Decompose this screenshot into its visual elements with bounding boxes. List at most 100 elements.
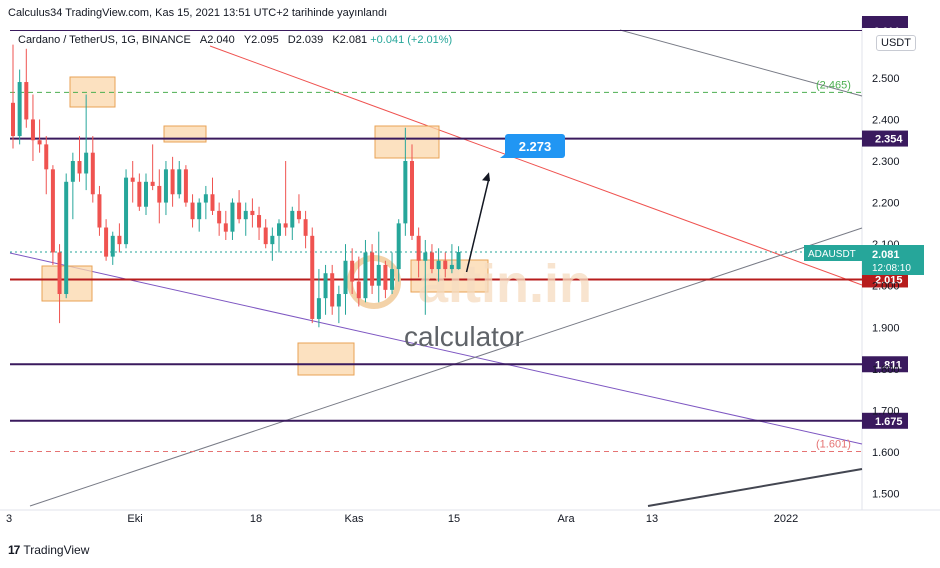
y-tick-label: 1.600 — [872, 447, 900, 459]
x-tick-label: Ara — [557, 513, 575, 525]
candle-body — [423, 252, 428, 261]
watermark-sub: calculator — [404, 321, 524, 352]
x-tick-label: Kas — [345, 513, 364, 525]
level-dashed-label: (2.465) — [816, 79, 851, 91]
candle-body — [243, 210, 248, 220]
candle-body — [449, 264, 454, 270]
level-tag — [862, 356, 908, 373]
candle-body — [456, 252, 461, 270]
legend-low: D2.039 — [287, 34, 324, 46]
price-axis: 2.5002.4002.3002.2002.1002.0001.9001.800… — [804, 73, 924, 501]
lower-channel-line — [647, 468, 863, 507]
candle-body — [310, 235, 315, 319]
candle-body — [70, 161, 75, 182]
candle-body — [137, 181, 142, 207]
level-tag — [862, 271, 908, 288]
candle-body — [203, 194, 208, 203]
candle-body — [429, 252, 434, 270]
candle-body — [277, 223, 281, 236]
x-tick-label: 2022 — [774, 513, 798, 525]
candle-body — [104, 227, 109, 257]
level-tag-label: 1.675 — [875, 416, 903, 428]
candle-body — [336, 294, 341, 307]
time-axis: 3 Eki 18 Kas 15 Ara 13 2022 — [6, 513, 798, 525]
currency-button[interactable]: USDT — [876, 35, 916, 51]
target-callout — [505, 134, 565, 158]
watermark: altin.in calculator — [347, 254, 592, 352]
candle-body — [124, 177, 129, 245]
candle-body — [64, 181, 69, 295]
y-tick-label: 2.000 — [872, 281, 900, 293]
candle-body — [190, 202, 195, 220]
candle-body — [57, 252, 62, 295]
level-dashed-label: (1.601) — [816, 439, 851, 451]
candle-body — [230, 202, 235, 232]
candle-body — [44, 144, 49, 170]
candle-body — [237, 202, 242, 220]
y-tick-label: 2.500 — [872, 73, 900, 85]
y-tick-label: 1.800 — [872, 364, 900, 376]
y-tick-label: 1.500 — [872, 489, 900, 501]
highlight-zone — [297, 342, 355, 376]
x-tick-label: 15 — [448, 513, 460, 525]
candle-body — [11, 102, 15, 137]
y-tick-label: 1.700 — [872, 405, 900, 417]
x-tick-label: 18 — [250, 513, 262, 525]
legend-close: K2.081 — [332, 34, 368, 46]
target-arrow-line — [465, 178, 490, 273]
candle-body — [316, 298, 321, 319]
target-arrow: 2.273 — [465, 134, 565, 273]
candle-body — [177, 169, 182, 195]
symbol-name[interactable]: Cardano / TetherUS, 1G, BINANCE — [18, 34, 191, 46]
symbol-price-tag — [804, 245, 862, 261]
candle-body — [170, 169, 175, 195]
legend-high: Y2.095 — [243, 34, 279, 46]
level-tag-label: 2.354 — [875, 134, 903, 146]
x-tick-label: Eki — [127, 513, 142, 525]
candle-body — [350, 260, 355, 282]
y-tick-label: 1.900 — [872, 322, 900, 334]
candle-body — [290, 210, 295, 228]
candle-body — [157, 185, 162, 203]
candle-body — [50, 169, 55, 253]
level-tag-label: 2.614 — [874, 26, 899, 37]
candle-body — [356, 281, 361, 299]
horizontal-levels: 2.354 2.015 1.811 1.675 (2.465) (1.601) 2.614 — [10, 16, 908, 453]
y-tick-label: 2.300 — [872, 156, 900, 168]
footer: 17 TradingView — [8, 543, 89, 557]
candle-body — [323, 273, 328, 299]
current-price-countdown: 12:08:10 — [872, 263, 911, 274]
symbol-legend: Cardano / TetherUS, 1G, BINANCE A2.040 Y… — [18, 34, 452, 46]
y-tick-label: 2.200 — [872, 198, 900, 210]
candle-body — [283, 223, 288, 228]
published-info: Calculus34 TradingView.com, Kas 15, 2021… — [8, 7, 388, 19]
resistance-trendline — [209, 45, 863, 286]
candle-body — [376, 264, 381, 286]
candle-body — [117, 235, 122, 245]
target-arrowhead-icon — [482, 172, 490, 182]
y-tick-label: 2.400 — [872, 114, 900, 126]
legend-change: +0.041 (+2.01%) — [370, 34, 453, 46]
symbol-price-tag-label: ADAUSDT — [808, 249, 856, 260]
x-tick-label: 3 — [6, 513, 12, 525]
candle-body — [24, 82, 29, 120]
candle-body — [144, 181, 148, 207]
candle-body — [410, 161, 414, 236]
level-tag-label: 1.811 — [875, 359, 902, 371]
upper-channel-line — [619, 29, 863, 97]
candle-body — [257, 215, 262, 228]
tradingview-logo-icon: 17 — [8, 543, 20, 557]
candle-body — [403, 161, 408, 224]
candle-body — [77, 161, 82, 174]
candle-body — [17, 82, 22, 137]
target-callout-label: 2.273 — [519, 139, 552, 154]
highlight-zone — [410, 259, 489, 293]
level-tag — [862, 130, 908, 147]
highlight-zone — [163, 125, 207, 143]
rising-trendline — [29, 227, 863, 507]
footer-brand: TradingView — [23, 543, 90, 557]
candle-body — [396, 223, 401, 270]
current-price-value: 2.081 — [872, 249, 900, 261]
candle-body — [330, 273, 335, 307]
